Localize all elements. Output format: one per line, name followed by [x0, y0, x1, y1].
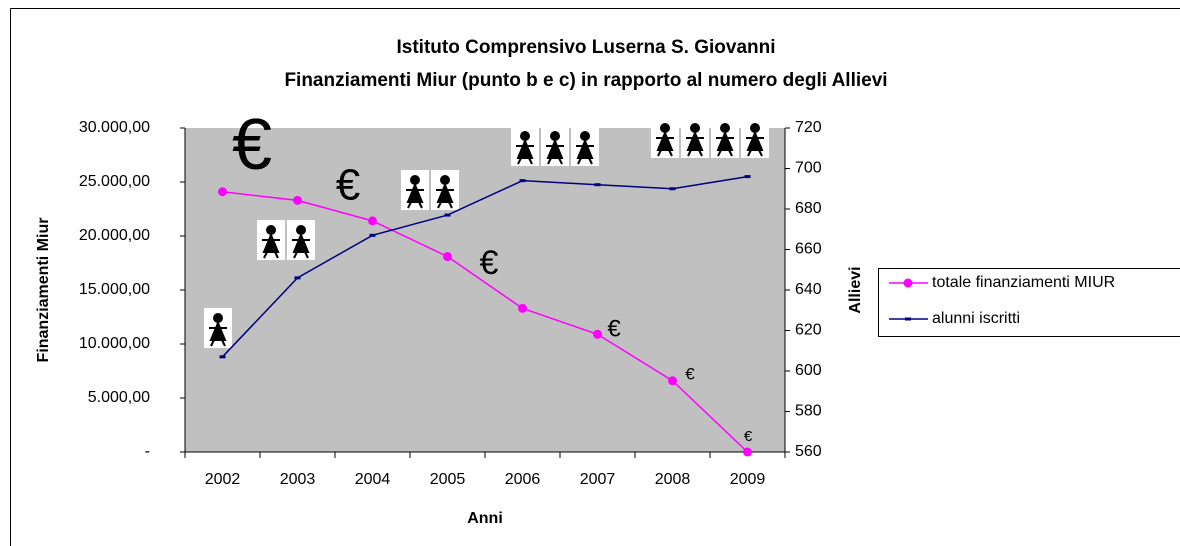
annotation: € [336, 161, 360, 210]
y-tick-label: 5.000,00 [88, 389, 150, 406]
student-icon [541, 126, 569, 166]
legend-label: totale finanziamenti MIUR [932, 274, 1115, 291]
student-icon [681, 118, 709, 158]
y2-tick-label: 600 [795, 362, 822, 379]
marker [220, 355, 226, 358]
x-tick-label: 2005 [430, 471, 466, 488]
chart-title: Istituto Comprensivo Luserna S. Giovanni [397, 37, 776, 58]
student-icon [431, 170, 459, 210]
student-icon [711, 118, 739, 158]
chart-subtitle: Finanziamenti Miur (punto b e c) in rapp… [284, 70, 887, 91]
y-tick-label: 20.000,00 [79, 227, 150, 244]
y2-axis-title: Allievi [847, 266, 864, 313]
marker [293, 196, 302, 205]
y2-tick-label: 680 [795, 200, 822, 217]
x-tick-label: 2003 [280, 471, 316, 488]
x-tick-label: 2007 [580, 471, 616, 488]
marker [295, 276, 301, 279]
chart: Istituto Comprensivo Luserna S. Giovanni… [0, 0, 1180, 546]
marker [593, 330, 602, 339]
y2-tick-label: 560 [795, 443, 822, 460]
student-icon [741, 118, 769, 158]
annotation: € [480, 244, 499, 282]
student-icon [511, 126, 539, 166]
student-icon [257, 220, 285, 260]
y2-tick-label: 700 [795, 160, 822, 177]
legend-label: alunni iscritti [932, 310, 1020, 327]
student-icon [287, 220, 315, 260]
plot-area [185, 128, 785, 452]
legend-marker [904, 279, 913, 288]
annotation: € [744, 428, 753, 445]
y-tick-label: 15.000,00 [79, 281, 150, 298]
y-tick-label: 10.000,00 [79, 335, 150, 352]
x-tick-label: 2006 [505, 471, 541, 488]
marker [370, 234, 376, 237]
marker [445, 214, 451, 217]
x-tick-label: 2002 [205, 471, 241, 488]
student-icon [651, 118, 679, 158]
marker [745, 175, 751, 178]
x-tick-label: 2008 [655, 471, 691, 488]
marker [743, 448, 752, 457]
annotation: € [607, 315, 621, 342]
student-icon [401, 170, 429, 210]
marker [218, 187, 227, 196]
marker [670, 187, 676, 190]
x-axis-title: Anni [467, 510, 503, 527]
y-tick-label: 25.000,00 [79, 173, 150, 190]
annotation: € [685, 364, 695, 383]
y2-tick-label: 660 [795, 241, 822, 258]
marker [668, 376, 677, 385]
marker [368, 216, 377, 225]
legend-marker [905, 318, 911, 321]
x-tick-label: 2009 [730, 471, 766, 488]
y-axis-title: Finanziamenti Miur [35, 218, 52, 363]
annotation: € [232, 105, 272, 185]
y2-tick-label: 580 [795, 403, 822, 420]
student-icon [204, 308, 232, 348]
y2-tick-label: 620 [795, 322, 822, 339]
y-tick-label: 30.000,00 [79, 119, 150, 136]
marker [520, 179, 526, 182]
student-icon [571, 126, 599, 166]
y2-tick-label: 720 [795, 119, 822, 136]
y-tick-label: - [145, 443, 150, 460]
x-tick-label: 2004 [355, 471, 391, 488]
marker [443, 252, 452, 261]
marker [595, 183, 601, 186]
marker [518, 304, 527, 313]
y2-tick-label: 640 [795, 281, 822, 298]
